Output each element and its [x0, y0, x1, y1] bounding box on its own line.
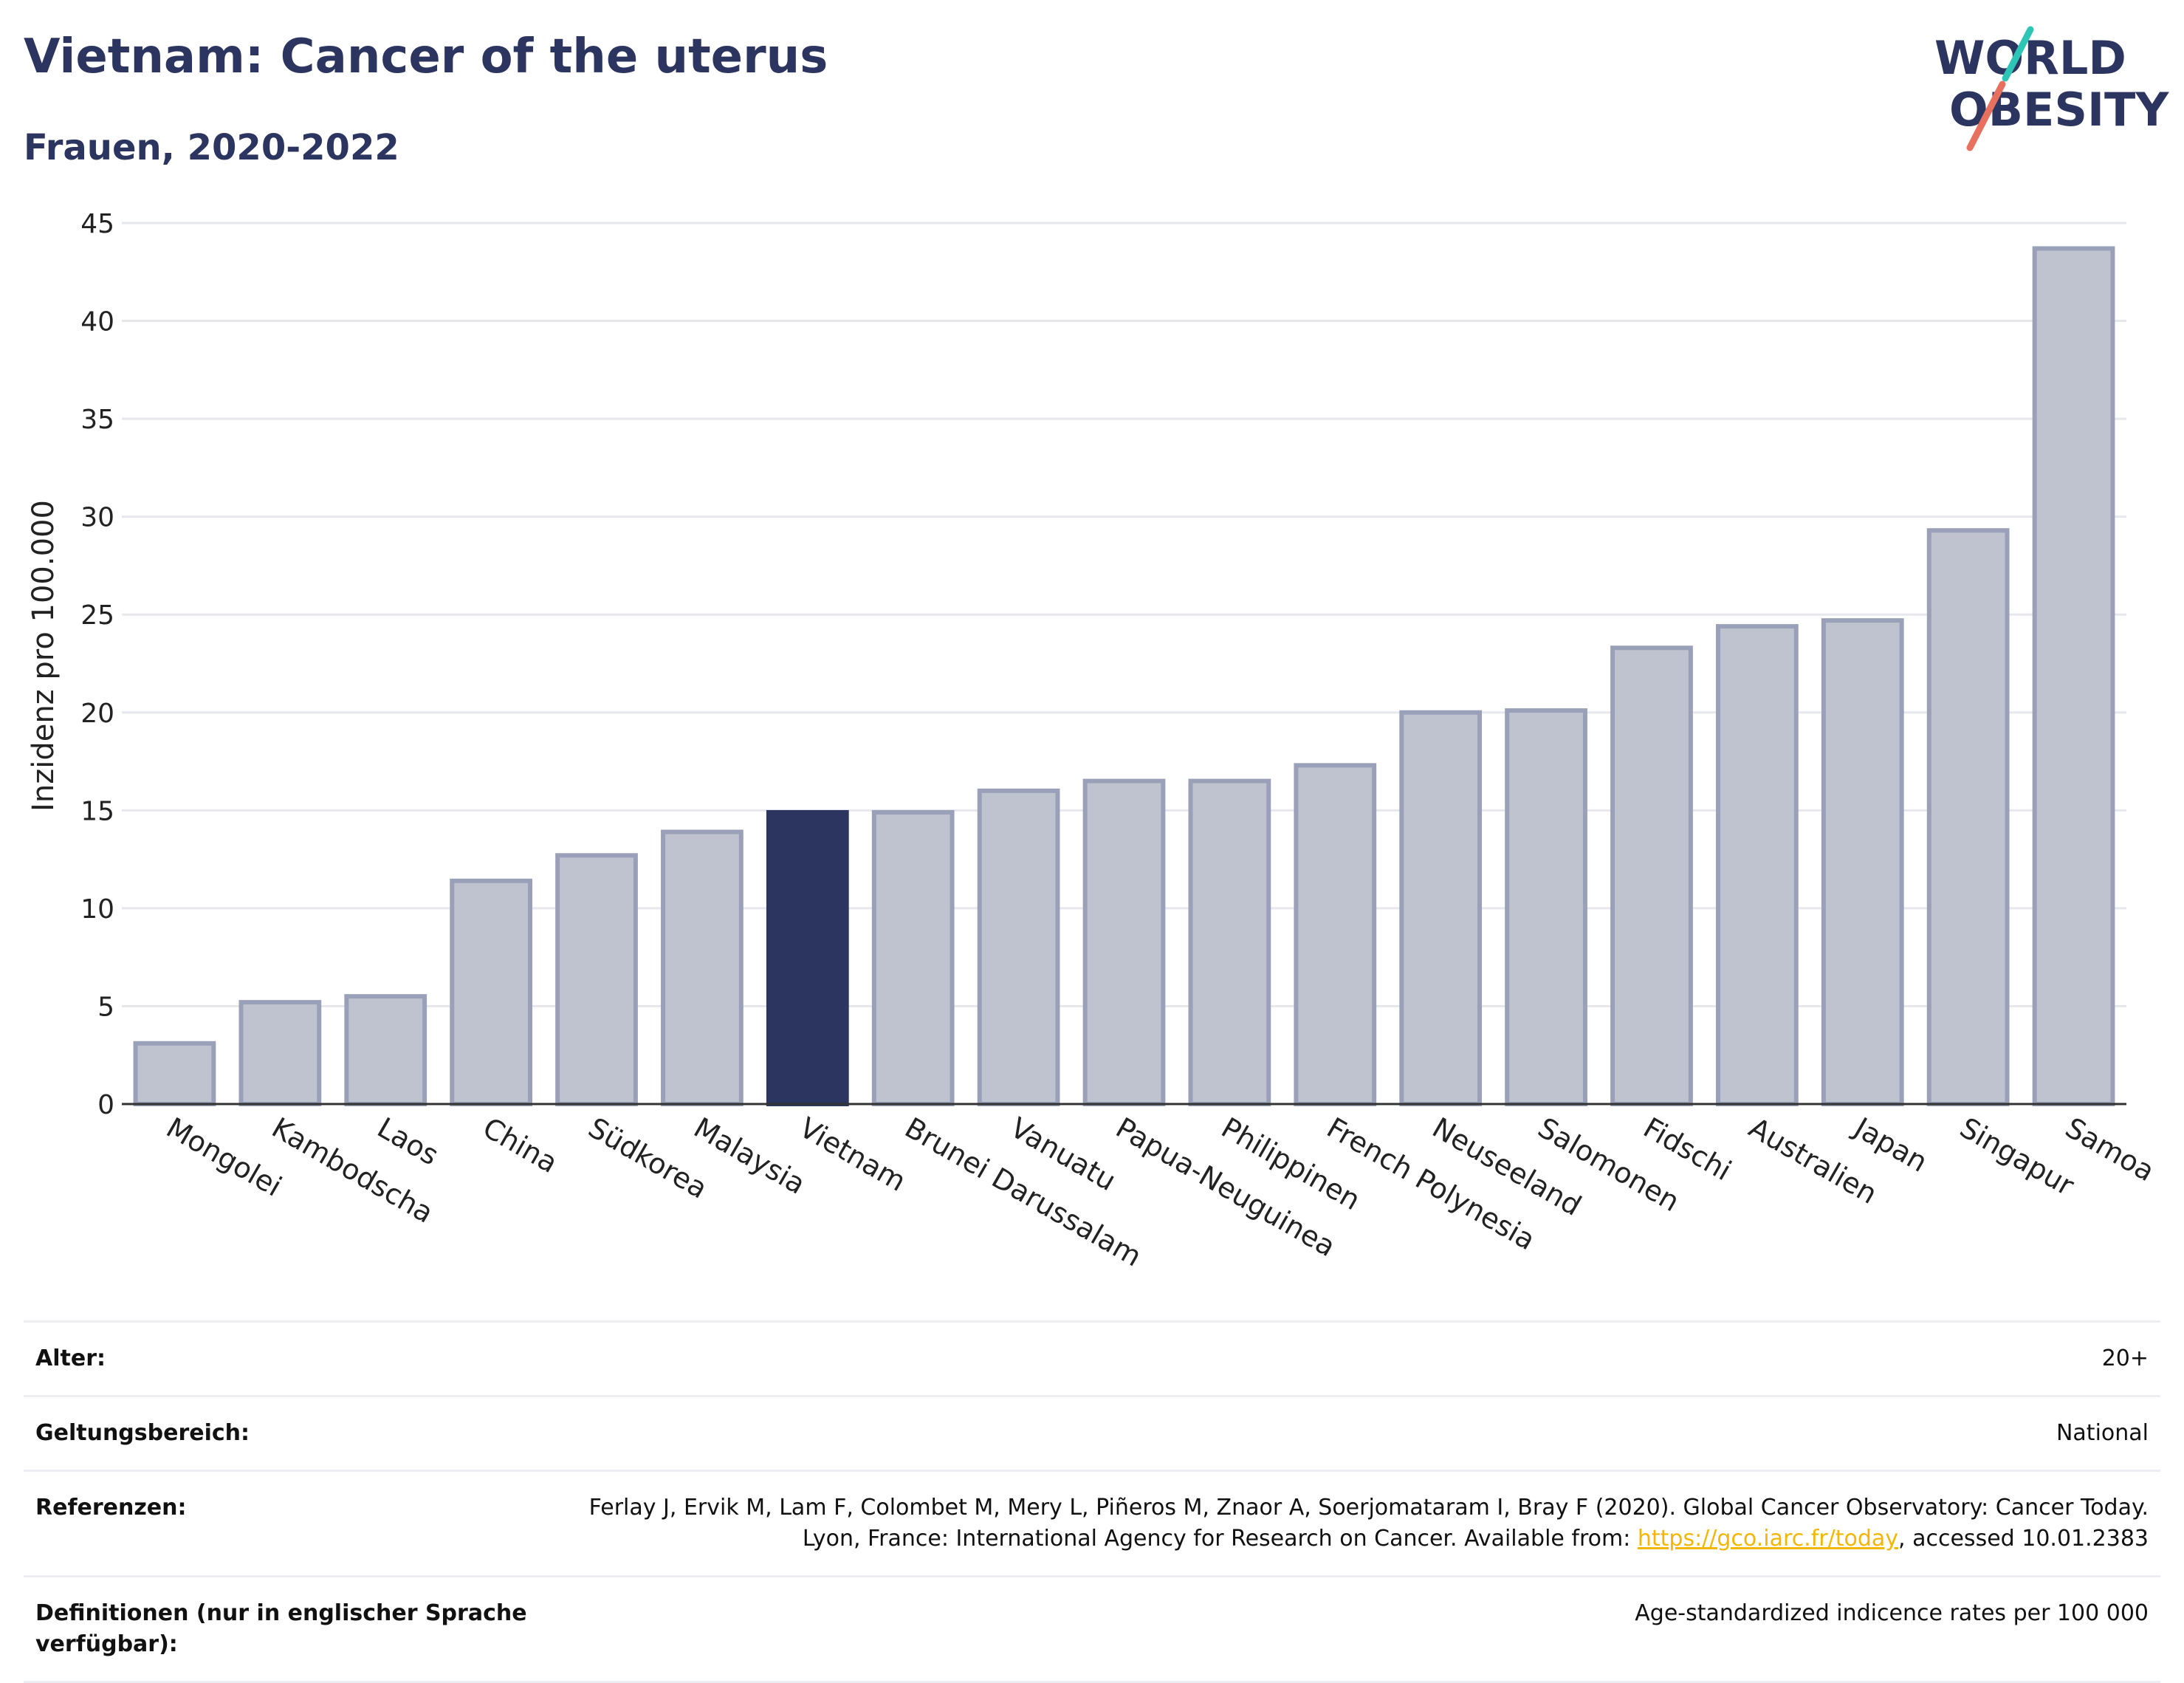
- page-subtitle: Frauen, 2020-2022: [24, 127, 399, 168]
- bar-french-polynesia: [1294, 763, 1377, 1106]
- info-row-references: Referenzen: Ferlay J, Ervik M, Lam F, Co…: [24, 1470, 2160, 1575]
- bar-singapur: [1926, 528, 2010, 1106]
- bar-vanuatu: [977, 788, 1060, 1107]
- world-obesity-logo: WORLD OBESITY: [1934, 26, 2169, 151]
- y-tick-label: 35: [80, 405, 114, 435]
- bar-papua-neuguinea: [1082, 778, 1166, 1106]
- bar-südkorea: [555, 853, 638, 1106]
- bar-malaysia: [661, 829, 744, 1107]
- y-tick-label: 25: [80, 600, 114, 631]
- bar-laos: [344, 994, 427, 1106]
- info-row-definitions: Definitionen (nur in englischer Sprache …: [24, 1575, 2160, 1683]
- bar-chart: 051015202530354045MongoleiKambodschaLaos…: [27, 209, 2160, 1273]
- logo-slash-coral: [1966, 80, 2006, 151]
- info-value: Age-standardized indicence rates per 100…: [1635, 1600, 2149, 1626]
- x-tick-label: China: [478, 1111, 563, 1179]
- reference-link[interactable]: https://gco.iarc.fr/today: [1637, 1526, 1899, 1552]
- reference-accessed: , accessed 10.01.2383: [1898, 1526, 2149, 1552]
- x-tick-label: Südkorea: [583, 1111, 713, 1205]
- info-label: Referenzen:: [35, 1495, 187, 1521]
- bar-salomonen: [1505, 708, 1587, 1106]
- x-tick-label: Singapur: [1954, 1111, 2080, 1202]
- x-tick-label: Malaysia: [688, 1111, 811, 1201]
- x-tick-label: Vietnam: [794, 1111, 911, 1198]
- bar-brunei-darussalam: [871, 809, 955, 1107]
- bar-mongolei: [133, 1041, 216, 1106]
- bar-china: [450, 878, 533, 1106]
- x-tick-label: Laos: [372, 1111, 444, 1172]
- y-tick-label: 20: [80, 699, 114, 729]
- y-tick-label: 5: [97, 992, 114, 1022]
- y-tick-label: 45: [80, 209, 114, 239]
- bar-samoa: [2032, 246, 2115, 1106]
- bar-australien: [1715, 624, 1799, 1106]
- y-tick-label: 0: [97, 1090, 114, 1120]
- info-value-references: Ferlay J, Ervik M, Lam F, Colombet M, Me…: [561, 1492, 2149, 1555]
- info-label: Definitionen (nur in englischer Sprache …: [35, 1600, 527, 1657]
- y-tick-label: 40: [80, 307, 114, 337]
- bar-fidschi: [1610, 645, 1693, 1106]
- info-label: Alter:: [35, 1346, 106, 1371]
- info-label: Geltungsbereich:: [35, 1420, 250, 1446]
- bar-japan: [1821, 618, 1904, 1106]
- y-tick-label: 10: [80, 894, 114, 925]
- x-tick-label: Mongolei: [161, 1111, 287, 1203]
- page-title: Vietnam: Cancer of the uterus: [24, 30, 828, 84]
- info-table: Alter: 20+ Geltungsbereich: National Ref…: [24, 1320, 2160, 1683]
- info-value: 20+: [2101, 1346, 2149, 1371]
- info-value: National: [2056, 1420, 2149, 1446]
- y-tick-label: 30: [80, 503, 114, 533]
- y-axis-label: Inzidenz pro 100.000: [27, 500, 61, 812]
- logo-slash-teal: [2002, 26, 2034, 82]
- reference-text: Ferlay J, Ervik M, Lam F, Colombet M, Me…: [588, 1495, 2149, 1552]
- info-row-age: Alter: 20+: [24, 1320, 2160, 1395]
- bar-neuseeland: [1399, 710, 1483, 1106]
- logo-line1: WORLD: [1934, 31, 2126, 85]
- bar-vietnam: [766, 809, 849, 1107]
- bar-layer: [133, 246, 2115, 1107]
- bar-kambodscha: [238, 1000, 322, 1106]
- y-tick-label: 15: [80, 796, 114, 826]
- x-tick-label: Japan: [1848, 1111, 1934, 1179]
- info-row-scope: Geltungsbereich: National: [24, 1395, 2160, 1470]
- bar-philippinen: [1188, 778, 1271, 1106]
